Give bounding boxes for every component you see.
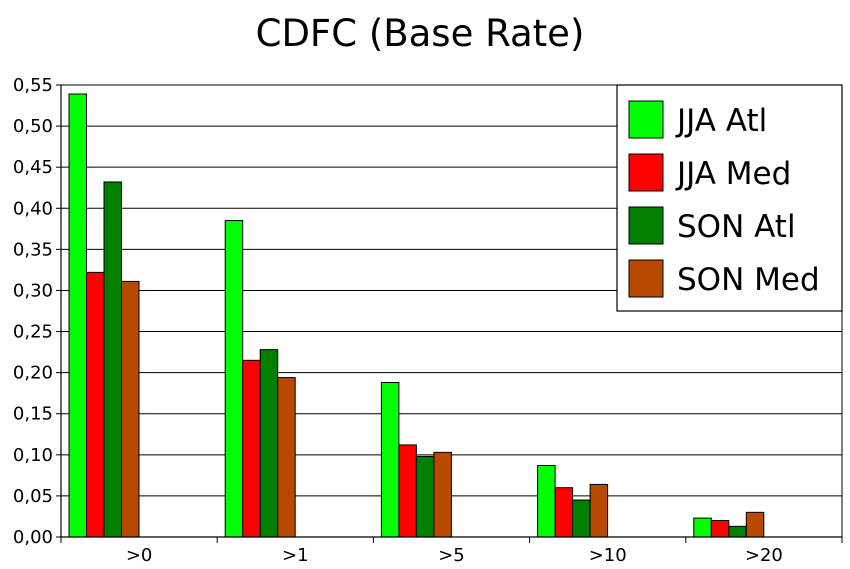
- bar: [693, 517, 712, 538]
- bar: [398, 444, 417, 538]
- bar: [224, 220, 244, 538]
- y-tick-label: 0,25: [13, 322, 53, 343]
- y-tick-label: 0,50: [13, 116, 53, 137]
- bar: [68, 93, 87, 538]
- legend-label: JJA Med: [675, 156, 791, 192]
- legend-label: SON Atl: [677, 209, 796, 245]
- bar: [103, 181, 122, 538]
- legend-label: JJA Atl: [675, 103, 767, 139]
- legend-label: SON Med: [677, 262, 820, 298]
- y-tick-label: 0,55: [13, 75, 53, 96]
- y-tick-label: 0,30: [13, 280, 53, 301]
- x-tick-label: >20: [745, 545, 783, 566]
- bar: [121, 280, 140, 538]
- bar: [259, 349, 279, 538]
- y-tick-label: 0,45: [13, 157, 53, 178]
- bar: [537, 465, 556, 538]
- bar: [589, 483, 609, 538]
- y-tick-label: 0,00: [13, 527, 53, 548]
- bar: [86, 271, 105, 538]
- bar: [433, 451, 452, 538]
- bar: [415, 455, 435, 538]
- x-tick-label: >1: [282, 545, 309, 566]
- legend-swatch: [628, 153, 664, 192]
- bar: [710, 520, 730, 538]
- y-tick-label: 0,20: [13, 363, 53, 384]
- bar: [380, 381, 400, 538]
- bar: [242, 359, 261, 538]
- x-tick-label: >5: [438, 545, 465, 566]
- chart-title: CDFC (Base Rate): [255, 12, 585, 55]
- bar: [554, 487, 574, 538]
- bar: [745, 511, 765, 538]
- legend-swatch: [628, 259, 664, 298]
- x-tick-label: >10: [589, 545, 627, 566]
- y-tick-label: 0,15: [13, 404, 53, 425]
- y-tick-label: 0,40: [13, 198, 53, 219]
- y-tick-label: 0,10: [13, 445, 53, 466]
- legend-swatch: [628, 100, 664, 139]
- x-tick-label: >0: [126, 545, 153, 566]
- bar: [277, 377, 296, 538]
- bar: [728, 525, 747, 538]
- legend-swatch: [628, 206, 664, 245]
- bar: [572, 499, 591, 538]
- y-tick-label: 0,05: [13, 486, 53, 507]
- y-tick-label: 0,35: [13, 239, 53, 260]
